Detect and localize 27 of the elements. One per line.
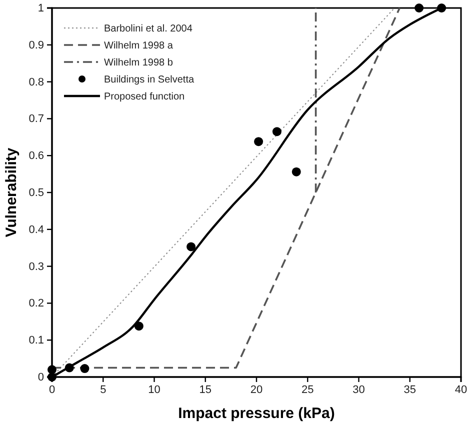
legend-label: Wilhelm 1998 a [104,40,174,52]
y-tick-label: 0.5 [28,187,44,200]
x-tick-label: 10 [148,384,160,396]
x-axis-title: Impact pressure (kPa) [178,405,335,422]
legend-label: Buildings in Selvetta [104,74,194,86]
y-tick-label: 1 [38,2,44,15]
y-tick-label: 0.1 [28,334,44,347]
x-tick-label: 40 [454,384,468,396]
legend-label: Proposed function [104,92,185,102]
x-tick-label: 0 [48,384,56,396]
x-tick-label: 35 [404,384,416,396]
x-tick-label: 30 [352,384,365,396]
y-tick-label: 0.4 [28,224,44,236]
legend-label: Wilhelm 1998 b [104,58,174,68]
legend-label: Barbolini et al. 2004 [104,24,193,34]
y-tick-label: 0.7 [28,113,44,126]
x-tick-label: 25 [302,384,314,396]
y-tick-label: 0 [38,372,44,384]
x-tick-label: 5 [100,384,106,396]
x-tick-label: 15 [199,384,212,396]
y-tick-label: 0.6 [28,150,44,162]
y-axis-title: Vulnerability [3,147,20,238]
x-tick-label: 20 [250,384,263,396]
y-tick-label: 0.9 [28,39,44,52]
y-tick-label: 0.2 [28,298,44,310]
y-tick-label: 0.8 [28,76,44,88]
y-tick-label: 0.3 [28,260,44,273]
